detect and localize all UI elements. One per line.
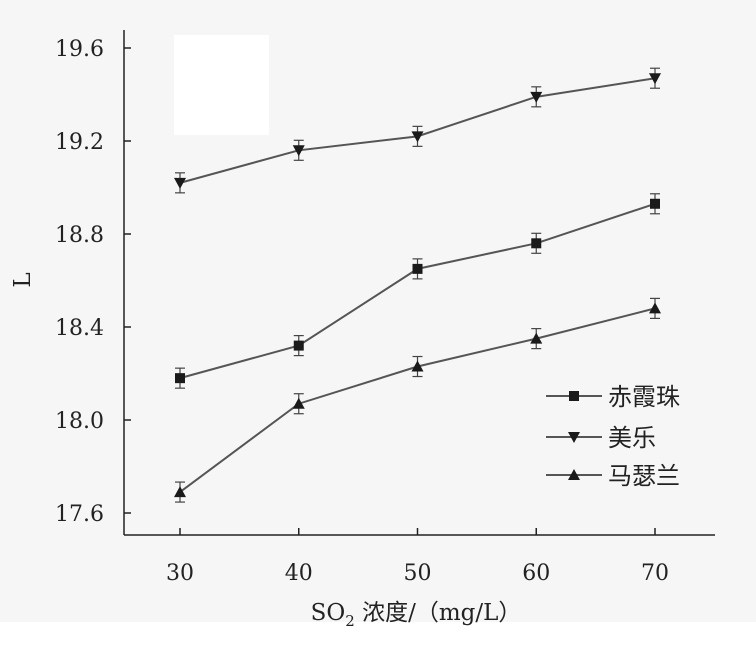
legend-label-1: 赤霞珠 [608,383,680,411]
data-point-3-2 [292,397,305,409]
y-axis-title: L [10,272,36,287]
x-tick-label: 30 [166,561,194,586]
y-tick-label: 19.6 [55,37,104,62]
y-tick-label: 18.4 [55,316,104,341]
data-point-3-5 [649,302,661,314]
data-point-2-3 [411,131,424,143]
data-point-3-1 [174,486,186,498]
legend-label-3: 马瑟兰 [608,462,680,490]
series-line-3 [179,307,656,493]
data-point-2-1 [174,177,186,189]
data-point-3-4 [530,332,543,344]
data-point-2-2 [292,145,305,157]
x-tick-label: 50 [404,561,432,586]
data-point-1-1 [175,373,185,384]
data-point-2-5 [649,73,661,85]
legend-label-2: 美乐 [608,424,656,452]
y-tick-label: 18.8 [55,223,104,248]
data-point-1-3 [412,263,423,274]
y-tick-label: 19.2 [55,130,104,155]
legend-marker-1 [569,391,579,401]
y-tick-label: 18.0 [55,409,104,434]
y-tick-label: 17.6 [55,502,104,527]
series-line-1 [179,202,656,380]
data-point-1-4 [531,238,542,249]
data-point-1-5 [650,198,660,209]
plot-highlight [174,35,269,135]
x-axis-title: SO2 浓度/（mg/L） [311,600,522,630]
legend-marker-3 [568,469,580,480]
data-point-1-2 [293,340,304,351]
data-point-2-4 [530,91,543,103]
data-point-3-3 [411,360,424,372]
legend-marker-2 [568,432,580,443]
bottom-band [0,622,756,645]
x-tick-label: 40 [285,561,313,586]
x-tick-label: 60 [522,561,550,586]
x-tick-label: 70 [641,561,669,586]
